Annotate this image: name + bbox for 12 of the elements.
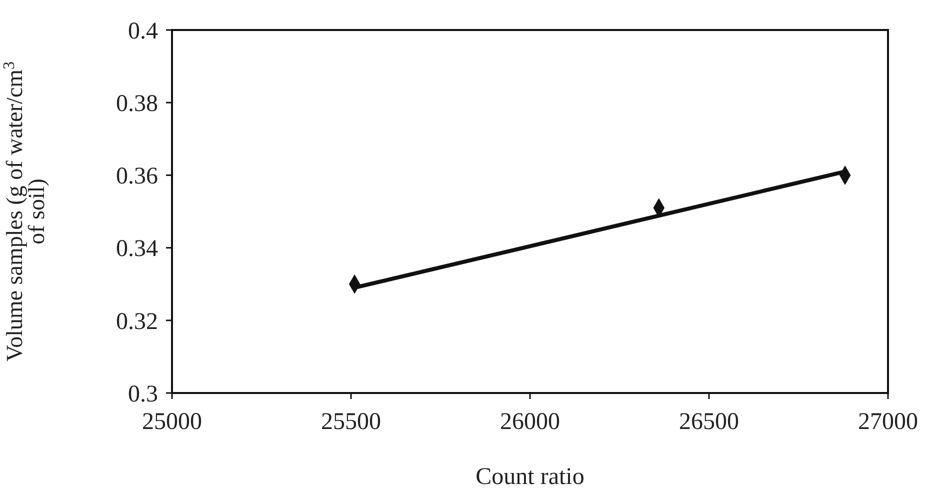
y-tick-label: 0.38 [116,91,158,117]
x-tick-label: 26000 [500,409,560,435]
y-tick-label: 0.36 [116,164,158,190]
x-tick-label: 27000 [858,409,918,435]
y-tick-label: 0.32 [116,308,158,335]
x-axis-title: Count ratio [476,464,584,490]
y-tick-label: 0.4 [128,18,158,44]
y-tick-label: 0.34 [116,236,158,262]
x-tick-label: 25000 [142,409,202,435]
y-tick-label: 0.3 [128,381,158,408]
x-tick-label: 26500 [679,409,739,435]
x-tick-label: 25500 [321,409,381,435]
